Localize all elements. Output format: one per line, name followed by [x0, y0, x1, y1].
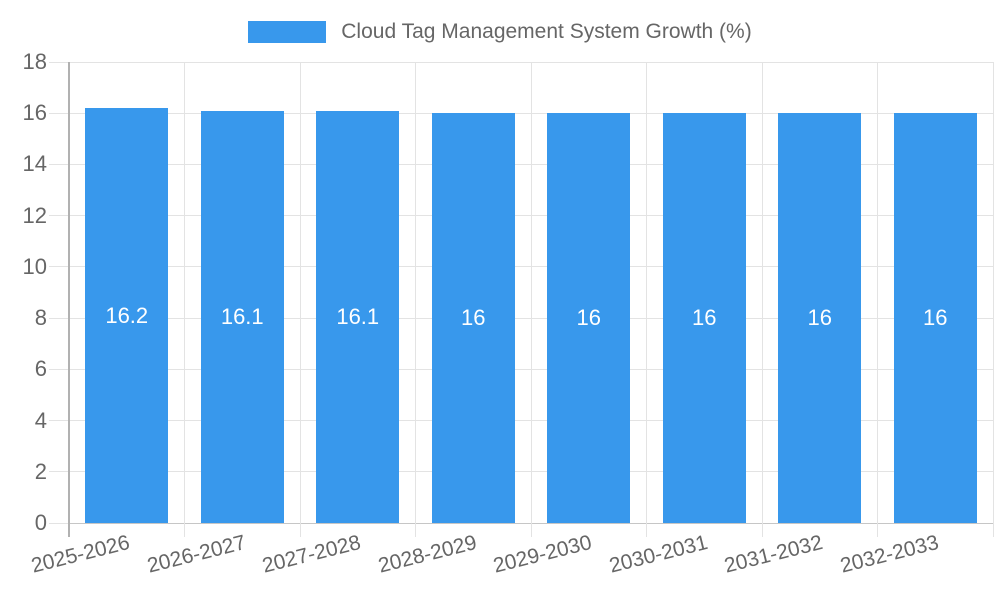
bar-value-label: 16 — [692, 305, 717, 331]
y-tick-label: 4 — [34, 407, 47, 433]
y-tick-label: 10 — [22, 253, 47, 279]
y-tick — [49, 215, 69, 217]
x-category-label: 2032-2033 — [837, 531, 941, 578]
y-tick-label: 16 — [22, 100, 47, 126]
legend-item[interactable]: Cloud Tag Management System Growth (%) — [248, 20, 752, 44]
bar: 16 — [662, 113, 746, 523]
v-gridline — [761, 62, 763, 523]
bar: 16 — [547, 113, 631, 523]
bar-value-label: 16 — [923, 305, 948, 331]
x-category-label: 2025-2026 — [29, 531, 133, 578]
chart-legend: Cloud Tag Management System Growth (%) — [0, 20, 1000, 44]
legend-label: Cloud Tag Management System Growth (%) — [341, 20, 752, 43]
v-gridline — [415, 62, 416, 523]
y-tick — [49, 522, 69, 524]
x-tick — [530, 523, 532, 537]
v-gridline — [299, 62, 301, 523]
v-gridline — [530, 62, 532, 523]
x-tick — [415, 523, 416, 537]
v-gridline — [877, 62, 878, 523]
y-tick — [49, 112, 69, 114]
y-tick — [49, 266, 69, 268]
x-category-label: 2028-2029 — [375, 531, 479, 578]
bar: 16.2 — [85, 108, 169, 523]
v-gridline — [992, 62, 994, 523]
x-tick — [761, 523, 763, 537]
bar: 16.1 — [200, 110, 284, 523]
y-tick — [49, 368, 69, 370]
x-category-label: 2031-2032 — [722, 531, 826, 578]
v-gridline — [646, 62, 647, 523]
legend-swatch — [248, 21, 327, 43]
x-tick — [992, 523, 994, 537]
bar: 16.1 — [316, 110, 400, 523]
x-category-label: 2027-2028 — [260, 531, 364, 578]
bar-value-label: 16 — [807, 305, 832, 331]
y-axis-line — [68, 62, 70, 537]
bar: 16 — [431, 113, 515, 523]
x-category-label: 2030-2031 — [606, 531, 710, 578]
x-category-label: 2029-2030 — [491, 531, 595, 578]
bar: 16 — [778, 113, 862, 523]
x-tick — [184, 523, 185, 537]
y-tick-label: 0 — [34, 510, 47, 535]
bar-value-label: 16 — [461, 305, 486, 331]
bar-value-label: 16 — [576, 305, 601, 331]
y-tick-label: 6 — [34, 356, 47, 382]
y-tick-label: 18 — [22, 49, 47, 74]
y-tick-label: 14 — [22, 151, 47, 177]
y-tick-label: 8 — [34, 305, 47, 331]
bar-value-label: 16.2 — [105, 302, 149, 328]
y-tick-label: 2 — [34, 458, 47, 484]
x-category-label: 2026-2027 — [144, 531, 248, 578]
x-tick — [646, 523, 647, 537]
bar-value-label: 16.1 — [220, 303, 264, 329]
y-tick — [49, 317, 69, 319]
y-tick-label: 12 — [22, 202, 47, 228]
x-tick — [299, 523, 301, 537]
v-gridline — [184, 62, 185, 523]
bar: 16 — [893, 113, 977, 523]
bar-value-label: 16.1 — [336, 303, 380, 329]
y-tick — [49, 420, 69, 422]
x-tick — [877, 523, 878, 537]
y-tick — [49, 61, 69, 63]
y-tick — [49, 471, 69, 473]
y-tick — [49, 163, 69, 165]
